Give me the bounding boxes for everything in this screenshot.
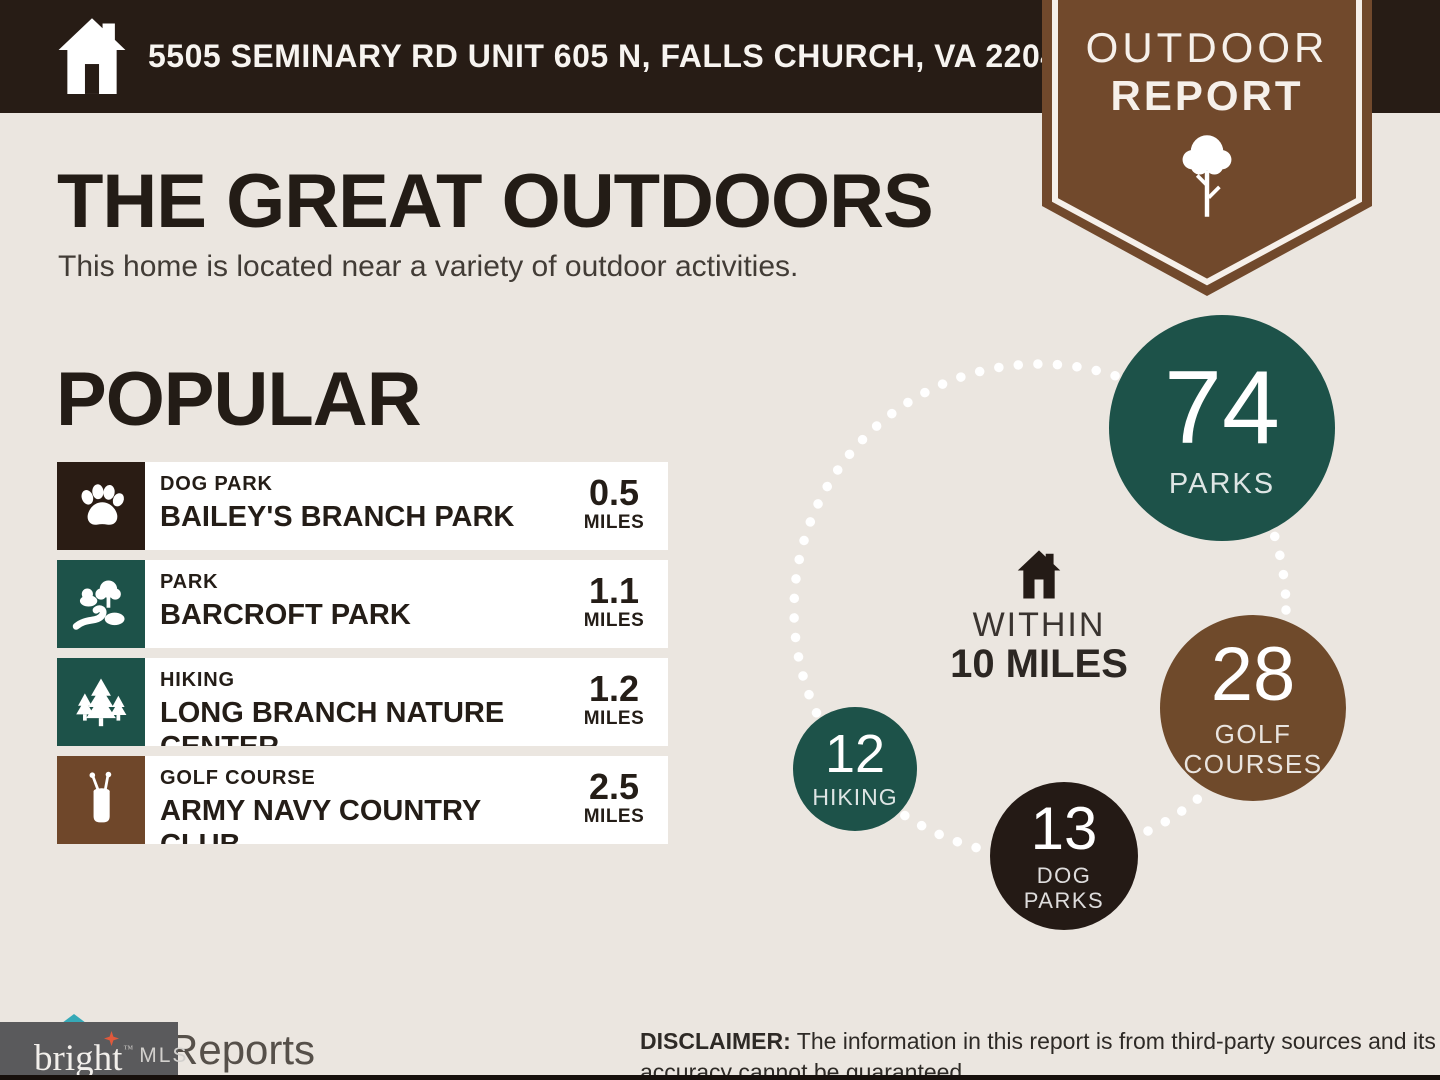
bright-mls-watermark: bright ™ MLS [0,1022,186,1080]
parks-count: 74 [1164,349,1280,466]
item-name: LONG BRANCH NATURE CENTER [160,697,505,746]
partner-logo-roof-icon [62,1014,86,1023]
sparkle-icon [104,1031,119,1046]
mls-logo-text: MLS [139,1044,189,1067]
golf-courses-count: 28 [1210,632,1296,717]
item-category: GOLF COURSE [160,767,316,789]
disclaimer: DISCLAIMER: The information in this repo… [640,1026,1440,1080]
list-item-dog-park: DOG PARK BAILEY'S BRANCH PARK 0.5 MILES [57,462,668,550]
distance-value: 0.5 [588,472,640,513]
item-distance: 2.5 MILES [572,768,656,828]
distance-unit: MILES [583,610,645,631]
golf-bag-icon [57,756,145,844]
golf-courses-label: GOLF COURSES [1183,719,1323,779]
home-icon-center [1017,550,1061,599]
pine-trees-icon [57,658,145,746]
distance-unit: MILES [583,708,645,729]
dog-parks-count: 13 [1030,795,1098,862]
item-category: HIKING [160,669,235,691]
within-radius-value: 10 MILES [950,642,1128,686]
distance-value: 1.1 [588,570,640,611]
trademark-symbol: ™ [123,1044,134,1055]
park-icon [57,560,145,648]
distance-value: 1.2 [588,668,640,709]
tree-icon [1182,135,1232,217]
partner-logo-text: Reports [168,1026,316,1073]
bubble-hiking: 12 HIKING [793,707,917,831]
outdoor-report-badge: OUTDOOR REPORT [1042,0,1372,296]
item-distance: 1.1 MILES [572,572,656,632]
paw-icon [57,462,145,550]
hiking-count: 12 [824,724,886,784]
bubble-dog-parks: 13 DOG PARKS [990,782,1138,930]
distance-unit: MILES [583,806,645,827]
bubble-parks: 74 PARKS [1109,315,1335,541]
hiking-label: HIKING [812,784,898,810]
item-distance: 0.5 MILES [572,474,656,534]
popular-heading: POPULAR [56,357,422,442]
item-name: ARMY NAVY COUNTRY CLUB [160,795,481,844]
property-address: 5505 SEMINARY RD UNIT 605 N, FALLS CHURC… [148,38,1077,74]
badge-title-line1: OUTDOOR [1085,24,1329,71]
item-category: DOG PARK [160,473,273,495]
distance-value: 2.5 [588,766,640,807]
item-category: PARK [160,571,219,593]
home-icon [58,18,126,94]
item-distance: 1.2 MILES [572,670,656,730]
page-subtitle: This home is located near a variety of o… [58,250,799,283]
list-item-hiking: HIKING LONG BRANCH NATURE CENTER 1.2 MIL… [57,658,668,746]
parks-label: PARKS [1168,467,1276,500]
bright-logo-text: bright ™ [34,1022,133,1080]
within-label: WITHIN [972,606,1106,644]
disclaimer-text: The information in this report is from t… [640,1028,1436,1080]
page-title: THE GREAT OUTDOORS [57,159,934,244]
distance-unit: MILES [583,512,645,533]
item-name: BAILEY'S BRANCH PARK [160,501,515,533]
item-name: BARCROFT PARK [160,599,411,631]
badge-title-line2: REPORT [1110,72,1304,119]
dog-parks-label: DOG PARKS [1023,863,1105,913]
list-item-park: PARK BARCROFT PARK 1.1 MILES [57,560,668,648]
bubble-golf-courses: 28 GOLF COURSES [1160,615,1346,801]
list-item-golf-course: GOLF COURSE ARMY NAVY COUNTRY CLUB 2.5 M… [57,756,668,844]
bottom-border-strip [0,1075,1440,1080]
disclaimer-label: DISCLAIMER: [640,1028,791,1054]
